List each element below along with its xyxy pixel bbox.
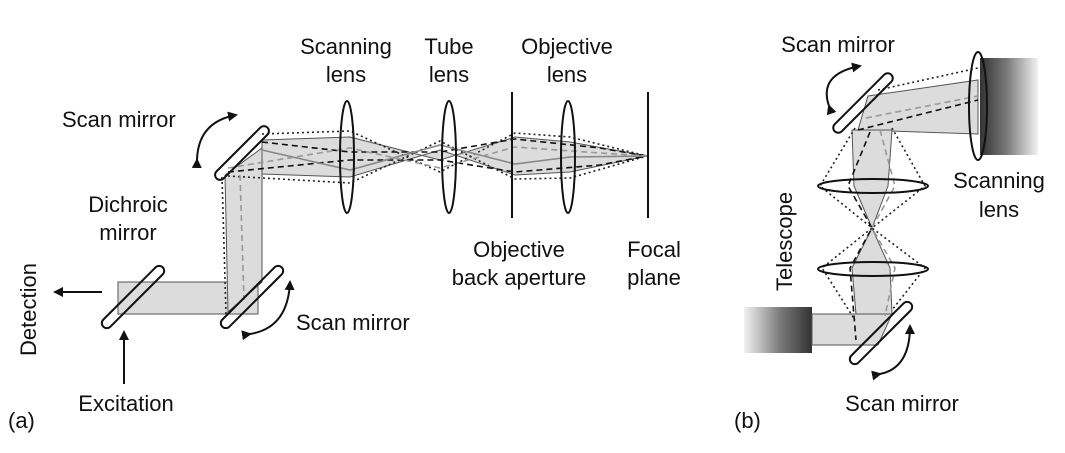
ray-b-top-dotted <box>877 67 979 91</box>
panel-b: Scan mirror Scanning lens Telescope Scan … <box>734 32 1045 433</box>
tube-lens-label-line1: Tube <box>424 34 473 59</box>
focal-plane-label-line1: Focal <box>627 237 681 262</box>
ray-b-top-grey <box>865 95 979 119</box>
ray-b-dotted-left <box>818 127 874 321</box>
dichroic-mirror-label-line1: Dichroic <box>88 192 167 217</box>
ray-b-grey-dashed <box>871 129 896 317</box>
objective-lens-label-line2: lens <box>547 62 587 87</box>
panel-b-tag: (b) <box>734 408 761 433</box>
scanning-lens-label-line2: lens <box>326 62 366 87</box>
dichroic-mirror <box>100 264 166 330</box>
ray-grey-dashed <box>227 146 648 169</box>
objective-lens <box>560 100 576 214</box>
telescope-lens-upper <box>817 178 929 194</box>
ray-b-top-dashed <box>857 99 979 131</box>
focal-plane-label-line2: plane <box>627 265 681 290</box>
scan-rotation-arrow-b-bottom <box>871 324 915 381</box>
ray-dotted-lower <box>227 140 648 184</box>
objective-back-aperture-label-line2: back aperture <box>452 265 587 290</box>
telescope-label: Telescope <box>772 192 797 291</box>
light-source-housing <box>744 307 812 353</box>
panel-a-tag: (a) <box>8 408 35 433</box>
dichroic-mirror-label-line2: mirror <box>99 220 156 245</box>
scanning-lens-b-label-line2: lens <box>979 197 1019 222</box>
detection-label: Detection <box>16 263 41 356</box>
scanning-lens-b-label-line1: Scanning <box>953 168 1045 193</box>
scan-rotation-arrow-b-top <box>825 62 862 116</box>
tube-lens <box>441 100 457 214</box>
excitation-label: Excitation <box>78 391 173 416</box>
scanning-lens-b <box>968 51 988 161</box>
ray-vertical-dashed <box>239 174 245 301</box>
scan-rotation-arrow-bottom <box>241 280 295 341</box>
scanning-lens-label-line1: Scanning <box>300 34 392 59</box>
ray-dashed-lower <box>227 155 648 173</box>
telescope-lens-lower <box>817 261 929 277</box>
objective-lens-label-line1: Objective <box>521 34 613 59</box>
scan-lens-housing <box>980 58 1038 155</box>
scan-mirror-top <box>214 125 270 181</box>
objective-back-aperture-label-line1: Objective <box>473 237 565 262</box>
scan-mirror-b-top-label: Scan mirror <box>781 32 895 57</box>
tube-lens-label-line2: lens <box>429 62 469 87</box>
ray-grey-solid <box>261 144 648 171</box>
scan-mirror-bottom-label: Scan mirror <box>296 310 410 335</box>
scan-mirror-top-label: Scan mirror <box>62 107 176 132</box>
panel-a: Scanning lens Tube lens Objective lens Scan… <box>8 34 681 433</box>
beam-b-telescope-lower <box>851 226 893 315</box>
scanning-lens <box>339 100 355 214</box>
scan-rotation-arrow-top <box>191 111 238 169</box>
scan-mirror-b-bottom-label: Scan mirror <box>845 391 959 416</box>
ray-dashed-upper <box>261 138 648 157</box>
